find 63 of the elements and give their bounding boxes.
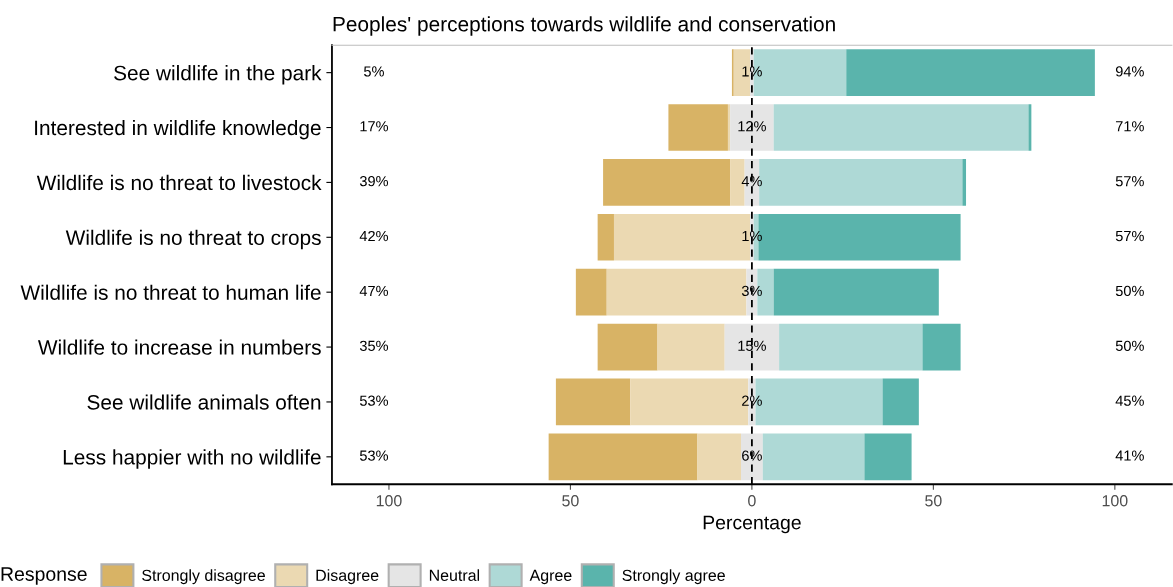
- annotation: 53%: [359, 395, 389, 406]
- y-tick-label: Wildlife is no threat to livestock: [36, 174, 322, 191]
- bar: [575, 268, 607, 316]
- annotation: 42%: [359, 230, 389, 242]
- bar: [555, 378, 631, 426]
- x-tick-label: 50: [925, 495, 942, 507]
- bar: [697, 433, 741, 481]
- data-label: 15%: [738, 340, 766, 351]
- bar: [548, 433, 698, 481]
- data-label: 1%: [742, 66, 762, 77]
- data-label: 4%: [741, 176, 762, 187]
- annotation: 39%: [359, 176, 389, 187]
- legend-label: Strongly agree: [622, 569, 725, 585]
- bar: [962, 159, 967, 206]
- annotation: 50%: [1115, 285, 1144, 297]
- annotation: 5%: [364, 66, 384, 77]
- bar: [864, 433, 912, 481]
- annotation: 17%: [360, 121, 389, 132]
- bar: [773, 268, 939, 316]
- bar: [603, 159, 731, 206]
- y-tick-label: See wildlife in the park: [114, 65, 322, 85]
- x-tick-label: 100: [376, 495, 402, 507]
- y-tick-label: Interested in wildlife knowledge: [35, 119, 321, 140]
- bar: [597, 213, 614, 261]
- legend-label: Agree: [529, 569, 572, 585]
- y-tick-label: Less happier with no wildlife: [63, 449, 321, 469]
- x-axis-title: Percentage: [703, 515, 801, 534]
- bar: [727, 104, 731, 151]
- y-tick-label: Wildlife to increase in numbers: [37, 339, 321, 355]
- y-tick-label: Wildlife is no threat to human life: [20, 284, 321, 300]
- legend-label: Disagree: [316, 569, 379, 585]
- annotation: 71%: [1115, 121, 1144, 132]
- bar: [1028, 104, 1032, 151]
- bar: [657, 323, 725, 371]
- bar: [597, 323, 658, 371]
- annotation: 57%: [1115, 230, 1144, 242]
- bar: [668, 104, 728, 151]
- bar: [846, 49, 1095, 96]
- annotation: 45%: [1115, 395, 1144, 406]
- bar: [724, 323, 780, 371]
- x-tick-label: 50: [562, 495, 579, 507]
- bar: [779, 323, 923, 371]
- x-tick-label: 0: [748, 495, 756, 507]
- x-tick-label: 100: [1102, 495, 1128, 507]
- annotation: 35%: [359, 340, 389, 351]
- legend-label: Neutral: [429, 569, 480, 582]
- annotation: 41%: [1115, 450, 1144, 461]
- annotation: 53%: [359, 450, 389, 461]
- data-label: 2%: [742, 395, 762, 406]
- bar: [922, 323, 961, 371]
- legend-label: Strongly disagree: [142, 569, 265, 585]
- bar: [882, 378, 919, 426]
- y-tick-label: See wildlife animals often: [87, 394, 321, 410]
- annotation: 94%: [1115, 66, 1144, 77]
- annotation: 50%: [1115, 340, 1144, 351]
- bar: [762, 433, 865, 481]
- legend-title: Response: [1, 567, 87, 585]
- annotation: 57%: [1115, 176, 1144, 187]
- y-tick-label: Wildlife is no threat to crops: [65, 229, 321, 250]
- annotation: 47%: [359, 285, 389, 297]
- chart-title: Peoples' perceptions towards wildlife and conservation: [333, 16, 835, 36]
- bar: [730, 104, 774, 151]
- bar: [773, 104, 1029, 151]
